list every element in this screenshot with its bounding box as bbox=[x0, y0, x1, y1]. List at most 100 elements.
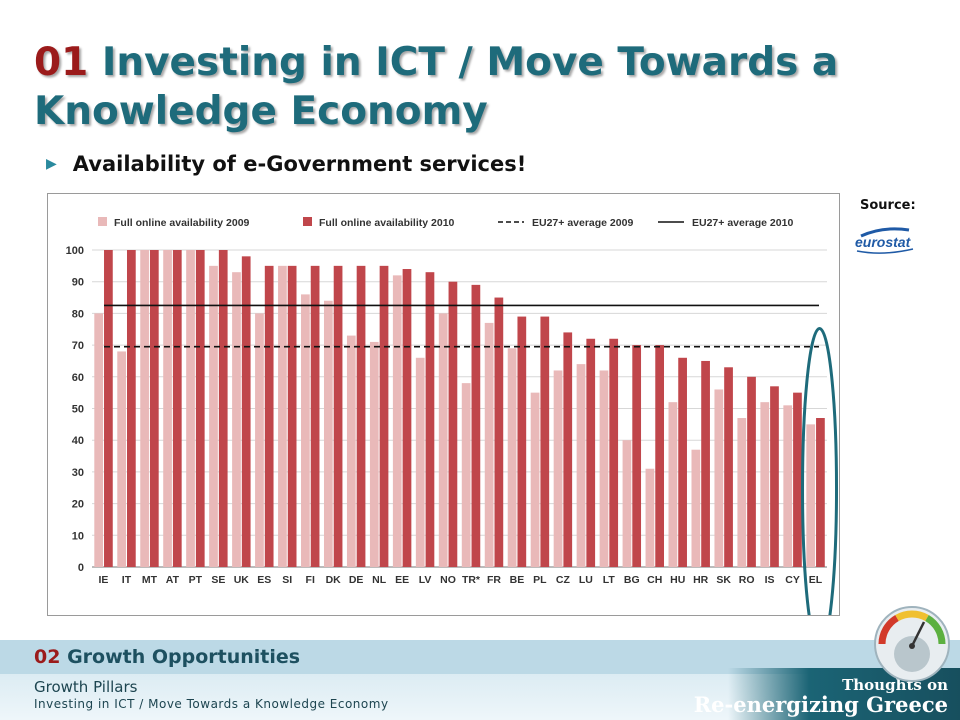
bar-2010 bbox=[632, 345, 642, 567]
x-tick-label: SI bbox=[282, 574, 292, 586]
bar-2009 bbox=[140, 250, 149, 567]
bar-2009 bbox=[278, 265, 287, 567]
legend-label: Full online availability 2010 bbox=[319, 217, 455, 229]
bar-2009 bbox=[369, 341, 379, 567]
bar-2009 bbox=[163, 250, 172, 567]
bar-2010 bbox=[816, 418, 825, 567]
bar-2010 bbox=[448, 281, 458, 567]
bullet-text: Availability of e-Government services! bbox=[72, 152, 527, 176]
x-tick-label: NO bbox=[440, 574, 456, 586]
source-label: Source: bbox=[860, 198, 916, 213]
x-tick-label: PT bbox=[189, 574, 203, 586]
bar-2010 bbox=[724, 367, 733, 567]
x-tick-label: LT bbox=[603, 574, 616, 586]
bar-2010 bbox=[540, 316, 550, 567]
x-tick-label: EE bbox=[395, 574, 409, 586]
footer-subtitle-2: Investing in ICT / Move Towards a Knowle… bbox=[34, 697, 389, 711]
footer-subtitle-1: Growth Pillars bbox=[34, 678, 138, 696]
bar-2009 bbox=[392, 275, 402, 567]
x-tick-label: IS bbox=[765, 574, 775, 586]
y-tick-label: 10 bbox=[72, 530, 84, 542]
bar-2009 bbox=[737, 418, 747, 567]
bar-2010 bbox=[310, 265, 320, 567]
legend-swatch bbox=[303, 217, 312, 226]
x-tick-label: LV bbox=[419, 574, 432, 586]
bar-2009 bbox=[691, 449, 701, 567]
x-tick-label: SE bbox=[211, 574, 225, 586]
bar-2009 bbox=[438, 313, 448, 567]
bar-2010 bbox=[655, 345, 665, 567]
x-tick-label: DE bbox=[349, 574, 364, 586]
bar-2010 bbox=[563, 332, 573, 567]
legend-label: EU27+ average 2009 bbox=[532, 217, 633, 229]
x-tick-label: PL bbox=[533, 574, 547, 586]
bar-2009 bbox=[760, 402, 770, 567]
bar-2010 bbox=[586, 338, 596, 567]
x-tick-label: ES bbox=[257, 574, 271, 586]
eurostat-logo-text: eurostat bbox=[855, 234, 912, 250]
bar-2010 bbox=[471, 284, 481, 567]
highlight-ellipse bbox=[801, 327, 839, 615]
x-tick-label: HU bbox=[670, 574, 685, 586]
bar-2009 bbox=[806, 424, 816, 567]
bar-2009 bbox=[255, 313, 264, 567]
y-tick-label: 70 bbox=[72, 340, 84, 352]
legend-label: Full online availability 2009 bbox=[114, 217, 250, 229]
bar-2009 bbox=[117, 351, 126, 567]
footer-section-title: 02 Growth Opportunities bbox=[34, 646, 300, 668]
bar-2009 bbox=[186, 250, 195, 567]
y-tick-label: 60 bbox=[72, 372, 84, 384]
x-tick-label: LU bbox=[579, 574, 593, 586]
bar-2010 bbox=[172, 250, 182, 567]
x-tick-label: MT bbox=[142, 574, 158, 586]
footer-section-text: Growth Opportunities bbox=[67, 646, 301, 668]
bar-2010 bbox=[264, 265, 274, 567]
x-tick-label: BE bbox=[510, 574, 525, 586]
bar-chart: 0 10 20 30 40 50 60 70 80 90 100 IE IT MT AT PT SE UK ES SI… bbox=[66, 217, 839, 615]
bar-2009 bbox=[507, 348, 517, 567]
x-tick-label: FI bbox=[306, 574, 315, 586]
y-tick-label: 40 bbox=[72, 435, 84, 447]
bar-2010 bbox=[517, 316, 527, 567]
slide-title: 01 Investing in ICT / Move Towards a Kno… bbox=[34, 38, 914, 136]
title-number: 01 bbox=[34, 40, 89, 85]
gauge-logo-icon bbox=[874, 606, 950, 682]
bar-2010 bbox=[104, 250, 113, 567]
x-tick-label: CH bbox=[647, 574, 662, 586]
x-tick-label: CZ bbox=[556, 574, 571, 586]
bar-2010 bbox=[770, 386, 779, 567]
bar-2009 bbox=[530, 392, 540, 567]
x-tick-label: IE bbox=[99, 574, 109, 586]
x-tick-label: UK bbox=[234, 574, 250, 586]
bar-2009 bbox=[301, 294, 310, 567]
bar-2010 bbox=[287, 265, 297, 567]
bar-2009 bbox=[94, 313, 104, 567]
bar-2010 bbox=[195, 250, 205, 567]
bar-2009 bbox=[323, 300, 333, 567]
bar-2010 bbox=[494, 297, 504, 567]
bullet-item: ▶ Availability of e-Government services! bbox=[46, 152, 526, 176]
x-tick-label: EL bbox=[809, 574, 823, 586]
y-tick-label: 80 bbox=[72, 308, 84, 320]
bar-2009 bbox=[209, 265, 218, 567]
y-tick-label: 0 bbox=[78, 562, 84, 574]
bar-2010 bbox=[402, 269, 412, 567]
bullet-arrow-icon: ▶ bbox=[46, 156, 57, 172]
bar-2010 bbox=[747, 376, 756, 567]
eurostat-logo: eurostat bbox=[855, 227, 914, 254]
bar-2009 bbox=[668, 402, 678, 567]
chart-frame: 0 10 20 30 40 50 60 70 80 90 100 IE IT MT AT PT SE UK ES SI… bbox=[47, 193, 840, 616]
bar-2010 bbox=[701, 360, 710, 567]
bar-2010 bbox=[678, 357, 687, 567]
brand-line-2: Re-energizing Greece bbox=[693, 692, 948, 717]
bar-2009 bbox=[461, 383, 471, 567]
x-tick-label: NL bbox=[372, 574, 387, 586]
bar-2009 bbox=[783, 405, 793, 567]
x-tick-label: FR bbox=[487, 574, 501, 586]
bar-2009 bbox=[484, 322, 494, 567]
x-tick-label: BG bbox=[624, 574, 640, 586]
x-tick-label: AT bbox=[166, 574, 180, 586]
bar-2010 bbox=[333, 265, 343, 567]
footer-section-number: 02 bbox=[34, 646, 61, 668]
legend-swatch bbox=[98, 217, 107, 226]
